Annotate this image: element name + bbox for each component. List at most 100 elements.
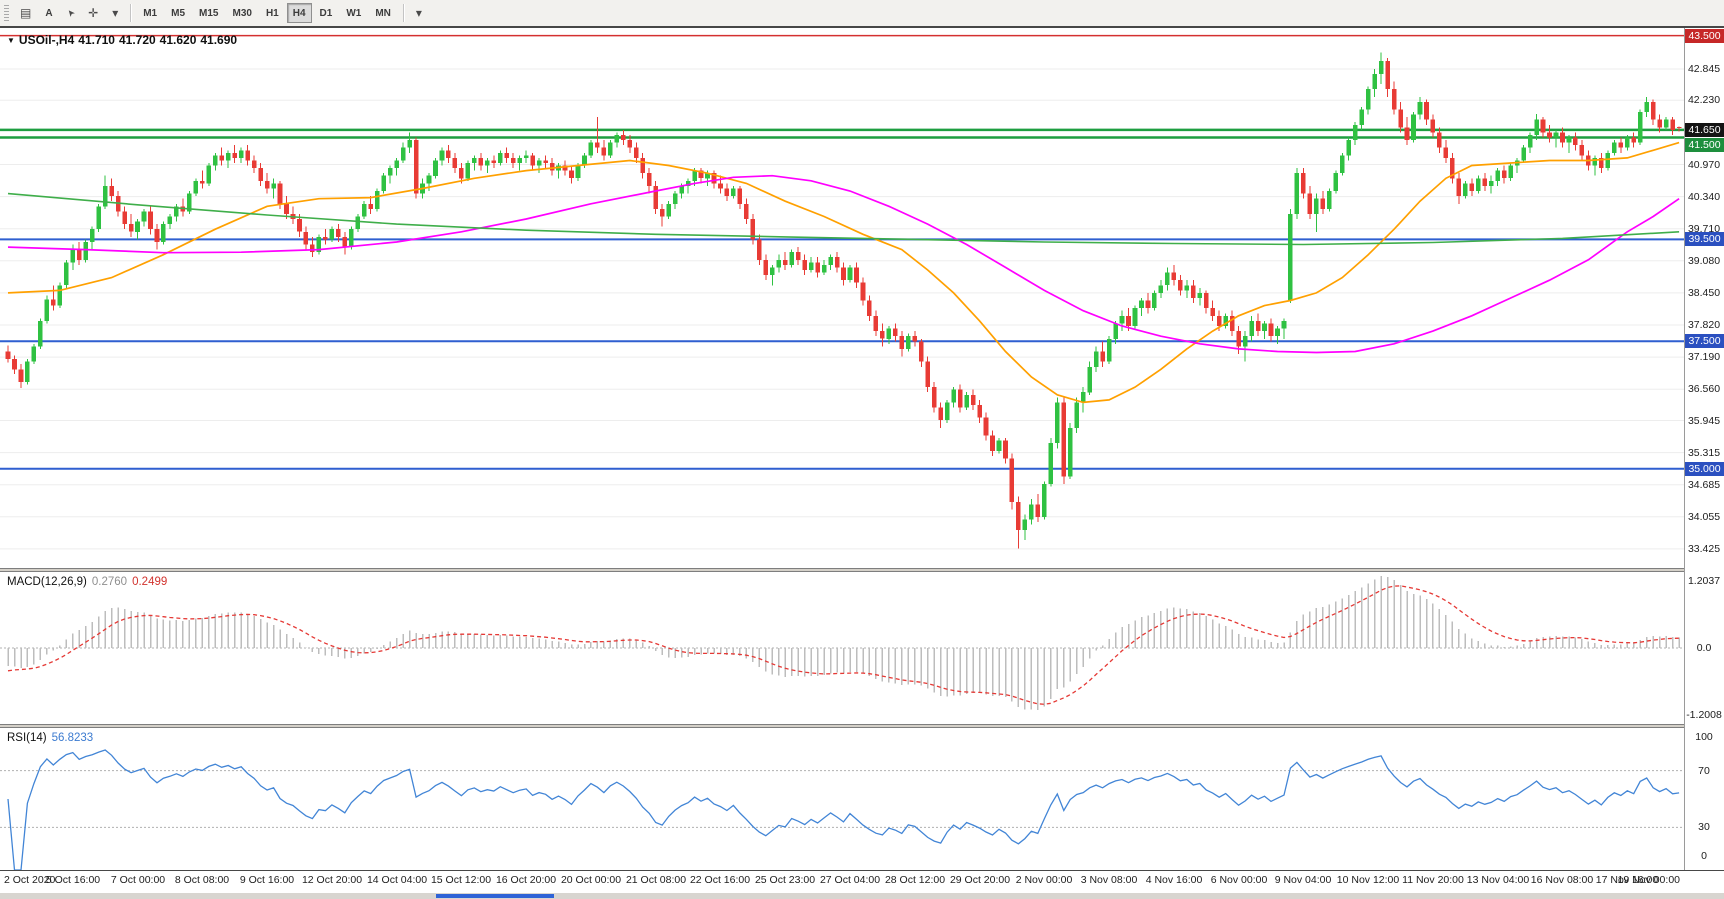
ma-slow-line xyxy=(7,192,1680,246)
price-badge: 39.500 xyxy=(1685,232,1724,246)
price-tick-label: 35.315 xyxy=(1687,447,1721,459)
rsi-line xyxy=(7,749,1680,870)
time-axis-label: 3 Nov 08:00 xyxy=(1080,874,1138,886)
candlesticks xyxy=(5,52,1682,549)
timeframe-button-d1[interactable]: D1 xyxy=(319,7,333,19)
price-tick-label: 36.560 xyxy=(1687,383,1721,395)
time-axis-label: 19 Nov 00:00 xyxy=(1617,874,1680,886)
time-axis-label: 8 Oct 08:00 xyxy=(174,874,230,886)
symbol-ohlc-label: ▼ USOil-,H4 41.710 41.720 41.620 41.690 xyxy=(7,33,241,47)
macd-panel[interactable] xyxy=(0,572,1684,724)
time-axis-label: 13 Nov 04:00 xyxy=(1466,874,1530,886)
price-tick-label: 40.970 xyxy=(1687,159,1721,171)
toolbar-overflow-icon[interactable]: ▾ xyxy=(415,6,422,20)
time-axis-label: 27 Oct 04:00 xyxy=(819,874,881,886)
rsi-value: 56.8233 xyxy=(51,732,94,744)
price-scale[interactable] xyxy=(1684,28,1724,870)
crosshair-icon[interactable]: ✛ xyxy=(88,6,99,20)
rsi-panel[interactable] xyxy=(0,728,1684,870)
macd-main-value: 0.2760 xyxy=(91,576,128,588)
ohlc-low: 41.620 xyxy=(159,33,197,47)
rsi-level-lines xyxy=(0,770,1684,828)
macd-signal-line xyxy=(7,585,1680,705)
time-axis-label: 4 Nov 16:00 xyxy=(1145,874,1203,886)
macd-scale-max: 1.2037 xyxy=(1687,575,1721,587)
toolbar-separator-2 xyxy=(402,4,404,22)
macd-name: MACD(12,26,9) xyxy=(7,576,87,588)
toolbar-grip[interactable] xyxy=(4,5,9,21)
timeframe-button-w1[interactable]: W1 xyxy=(346,7,362,19)
time-axis-label: 28 Oct 12:00 xyxy=(884,874,946,886)
time-axis-label: 22 Oct 16:00 xyxy=(689,874,751,886)
chart-frame-top-border xyxy=(0,26,1724,28)
timeframe-button-h4[interactable]: H4 xyxy=(286,3,312,23)
cursor-icon[interactable]: ➤ xyxy=(63,7,77,20)
price-tick-label: 42.845 xyxy=(1687,63,1721,75)
timeframe-button-m15[interactable]: M15 xyxy=(199,7,219,19)
time-axis-label: 5 Oct 16:00 xyxy=(45,874,101,886)
text-tool-button[interactable]: A xyxy=(45,7,53,19)
macd-scale-min: -1.2008 xyxy=(1686,709,1722,721)
timeframe-button-m5[interactable]: M5 xyxy=(171,7,186,19)
macd-label: MACD(12,26,9) 0.2760 0.2499 xyxy=(7,576,172,588)
rsi-scale-30: 30 xyxy=(1698,821,1710,833)
time-axis-label: 29 Oct 20:00 xyxy=(949,874,1011,886)
time-axis-label: 2 Nov 00:00 xyxy=(1015,874,1073,886)
macd-scale-zero: 0.0 xyxy=(1696,642,1712,654)
panel-separator-rsi[interactable] xyxy=(0,724,1724,728)
price-panel[interactable] xyxy=(0,28,1684,568)
price-tick-label: 42.230 xyxy=(1687,94,1721,106)
time-axis-label: 2 Oct 2020 xyxy=(4,874,56,886)
timeframe-group: M1 M5 M15 M30 H1 H4 D1 W1 MN xyxy=(136,3,398,23)
macd-signal-value: 0.2499 xyxy=(132,576,168,588)
bottom-panel-edge xyxy=(0,893,1724,899)
rsi-scale-70: 70 xyxy=(1698,765,1710,777)
price-gridlines xyxy=(0,68,1684,550)
timeframe-button-m30[interactable]: M30 xyxy=(232,7,252,19)
price-tick-label: 37.820 xyxy=(1687,319,1721,331)
panel-separator-macd[interactable] xyxy=(0,568,1724,572)
price-tick-label: 35.945 xyxy=(1687,415,1721,427)
price-tick-label: 39.080 xyxy=(1687,255,1721,267)
macd-chart[interactable] xyxy=(0,572,1684,724)
timeframe-button-h1[interactable]: H1 xyxy=(265,7,279,19)
time-axis-label: 11 Nov 20:00 xyxy=(1402,874,1464,886)
rsi-scale-100: 100 xyxy=(1695,731,1713,743)
rsi-chart[interactable] xyxy=(0,728,1684,870)
ohlc-open: 41.710 xyxy=(78,33,115,47)
price-tick-label: 34.685 xyxy=(1687,479,1721,491)
time-axis-label: 20 Oct 00:00 xyxy=(560,874,622,886)
drawing-menu-caret-icon[interactable]: ▾ xyxy=(112,6,119,20)
timeframe-button-mn[interactable]: MN xyxy=(375,7,391,19)
rsi-scale-0: 0 xyxy=(1701,850,1707,862)
price-badge: 41.650 xyxy=(1685,123,1724,137)
symbol-name: USOil-,H4 xyxy=(18,33,75,47)
horizontal-level-lines[interactable] xyxy=(0,34,1684,470)
price-tick-label: 40.340 xyxy=(1687,191,1721,203)
price-tick-label: 38.450 xyxy=(1687,287,1721,299)
charts-grid-icon[interactable]: ▤ xyxy=(20,6,32,20)
price-chart[interactable] xyxy=(0,28,1684,568)
drawing-tools-group: ▤ A ➤ ✛ ▾ xyxy=(13,3,125,23)
price-badge: 37.500 xyxy=(1685,334,1724,348)
timeframe-button-m1[interactable]: M1 xyxy=(143,7,158,19)
price-badge: 35.000 xyxy=(1685,462,1724,476)
time-axis-label: 10 Nov 12:00 xyxy=(1336,874,1400,886)
rsi-label: RSI(14) 56.8233 xyxy=(7,732,98,744)
macd-histogram xyxy=(7,576,1680,710)
symbol-dropdown-icon[interactable]: ▼ xyxy=(7,36,15,45)
price-tick-label: 34.055 xyxy=(1687,511,1721,523)
time-axis-label: 9 Oct 16:00 xyxy=(239,874,295,886)
time-axis-label: 21 Oct 08:00 xyxy=(625,874,687,886)
ma-mid-line xyxy=(7,174,1680,354)
price-badge: 41.500 xyxy=(1685,138,1724,152)
rsi-name: RSI(14) xyxy=(7,732,47,744)
time-axis-label: 16 Nov 08:00 xyxy=(1530,874,1594,886)
time-axis-label: 15 Oct 12:00 xyxy=(430,874,492,886)
ma-fast-line xyxy=(7,141,1680,404)
time-scale[interactable] xyxy=(0,870,1724,893)
price-badge: 43.500 xyxy=(1685,29,1724,43)
time-axis-label: 25 Oct 23:00 xyxy=(754,874,816,886)
time-axis-label: 9 Nov 04:00 xyxy=(1274,874,1332,886)
